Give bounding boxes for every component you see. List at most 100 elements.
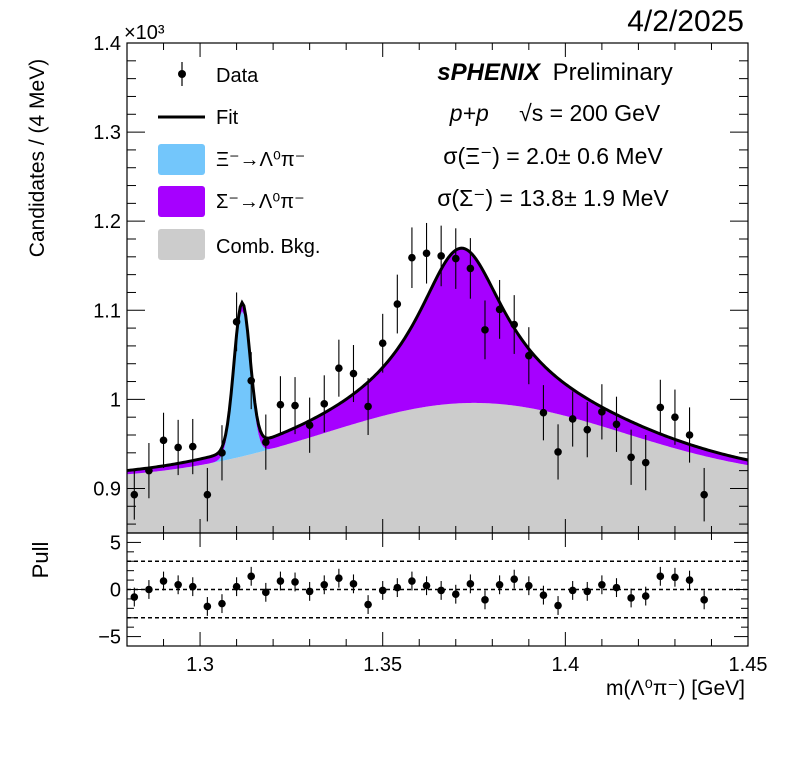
data-point-marker: [525, 351, 533, 360]
legend-xi-swatch: [158, 144, 205, 175]
pull-point-marker: [247, 572, 255, 581]
data-point-marker: [466, 264, 475, 273]
data-point-marker: [422, 249, 431, 258]
pull-point-marker: [612, 583, 621, 592]
legend-bkg-swatch: [158, 229, 205, 260]
pull-x-ticks: 1.3 1.35 1.4 1.45: [126, 533, 768, 676]
pull-point-marker: [291, 578, 299, 586]
xi-width-label: σ(Ξ⁻) = 2.0± 0.6 MeV: [443, 143, 663, 169]
legend-fit-label: Fit: [216, 107, 239, 129]
pull-point-marker: [262, 588, 270, 597]
collision-system: p+p: [449, 100, 489, 126]
data-point-marker: [276, 400, 285, 409]
main-y-ticks: 0.9 1 1.1 1.2 1.3 1.4: [93, 33, 748, 525]
pull-point-marker: [232, 582, 241, 591]
pull-y-tick-label: −5: [98, 627, 121, 649]
legend-fit-entry: Fit: [158, 107, 239, 129]
pull-point-marker: [203, 602, 212, 611]
pull-point-marker: [188, 582, 197, 591]
experiment-status: Preliminary: [553, 59, 673, 86]
pull-point-marker: [349, 580, 358, 588]
legend-xi-label: Ξ⁻→Λ⁰π⁻: [216, 149, 305, 171]
legend: Data Fit Ξ⁻→Λ⁰π⁻ Σ⁻→Λ⁰π⁻ Comb. Bkg.: [158, 62, 320, 260]
x-tick-label: 1.4: [551, 654, 579, 676]
pull-point-marker: [671, 573, 679, 582]
legend-sigma-swatch: [158, 186, 205, 217]
data-point-marker: [612, 420, 621, 429]
data-point-marker: [320, 400, 329, 408]
pull-point-marker: [276, 577, 285, 585]
pull-point-marker: [495, 580, 504, 589]
pull-point-marker: [364, 600, 372, 609]
x-tick-label: 1.3: [186, 654, 214, 676]
legend-bkg-entry: Comb. Bkg.: [158, 229, 320, 260]
x-tick-label: 1.35: [363, 654, 402, 676]
fit-curve: [127, 246, 748, 473]
data-point-marker: [364, 402, 372, 411]
legend-sigma-entry: Σ⁻→Λ⁰π⁻: [158, 186, 305, 217]
data-points: [130, 222, 708, 522]
data-point-marker: [393, 300, 402, 308]
pull-point-marker: [408, 577, 416, 585]
pull-point-marker: [656, 572, 665, 581]
data-point-marker: [627, 453, 635, 462]
data-point-marker: [291, 401, 299, 410]
data-point-marker: [554, 448, 562, 456]
data-point-marker: [598, 408, 606, 416]
data-point-marker: [671, 413, 679, 421]
pull-point-marker: [218, 599, 226, 608]
data-point-marker: [145, 466, 153, 475]
y-tick-label: 1.3: [93, 122, 121, 144]
pull-point-marker: [130, 593, 139, 601]
pull-point-marker: [700, 596, 708, 604]
data-point-marker: [188, 442, 197, 451]
pull-point-marker: [393, 583, 402, 592]
collision-label: p+p √s = 200 GeV: [449, 100, 661, 126]
pull-points: [130, 566, 708, 616]
pull-point-marker: [422, 581, 431, 590]
pull-point-marker: [525, 581, 533, 590]
data-point-marker: [203, 490, 212, 499]
data-point-marker: [641, 458, 650, 467]
y-multiplier-label: ×10³: [124, 22, 165, 44]
pull-point-marker: [335, 574, 343, 582]
data-point-marker: [495, 305, 504, 314]
pull-point-marker: [174, 580, 182, 589]
sigma-width-label: σ(Σ⁻) = 13.8± 1.9 MeV: [437, 185, 669, 211]
data-point-marker: [539, 408, 548, 417]
background-area: [127, 402, 748, 533]
data-point-marker: [510, 320, 519, 329]
data-point-marker: [335, 364, 343, 372]
pull-point-marker: [568, 586, 577, 595]
experiment-name: sPHENIX: [437, 59, 542, 86]
pull-point-marker: [685, 576, 694, 584]
y-tick-label: 1.1: [93, 300, 121, 322]
legend-sigma-label: Σ⁻→Λ⁰π⁻: [216, 191, 305, 213]
pull-point-marker: [320, 580, 329, 589]
data-point-marker: [408, 253, 416, 262]
data-point-marker: [700, 490, 708, 499]
x-axis-label: m(Λ⁰π⁻) [GeV]: [606, 677, 745, 700]
legend-data-marker: [178, 70, 186, 78]
y-tick-label: 1: [110, 389, 121, 411]
pull-point-marker: [554, 601, 562, 610]
data-point-marker: [583, 425, 592, 434]
pull-y-axis-label: Pull: [28, 542, 53, 579]
pull-point-marker: [437, 586, 445, 595]
data-point-marker: [174, 443, 182, 452]
data-point-marker: [305, 421, 314, 430]
data-point-marker: [378, 339, 387, 348]
pull-point-marker: [598, 580, 606, 589]
legend-bkg-label: Comb. Bkg.: [216, 236, 320, 258]
data-point-marker: [159, 436, 168, 445]
pull-point-marker: [466, 580, 475, 588]
x-tick-label: 1.45: [729, 654, 768, 676]
data-point-marker: [451, 254, 460, 263]
pull-point-marker: [451, 590, 460, 599]
y-tick-label: 1.2: [93, 211, 121, 233]
pull-y-tick-label: 0: [110, 580, 121, 602]
main-panel: 0.9 1 1.1 1.2 1.3 1.4: [93, 33, 749, 534]
pull-point-marker: [641, 592, 650, 600]
pull-y-tick-label: 5: [110, 532, 121, 554]
